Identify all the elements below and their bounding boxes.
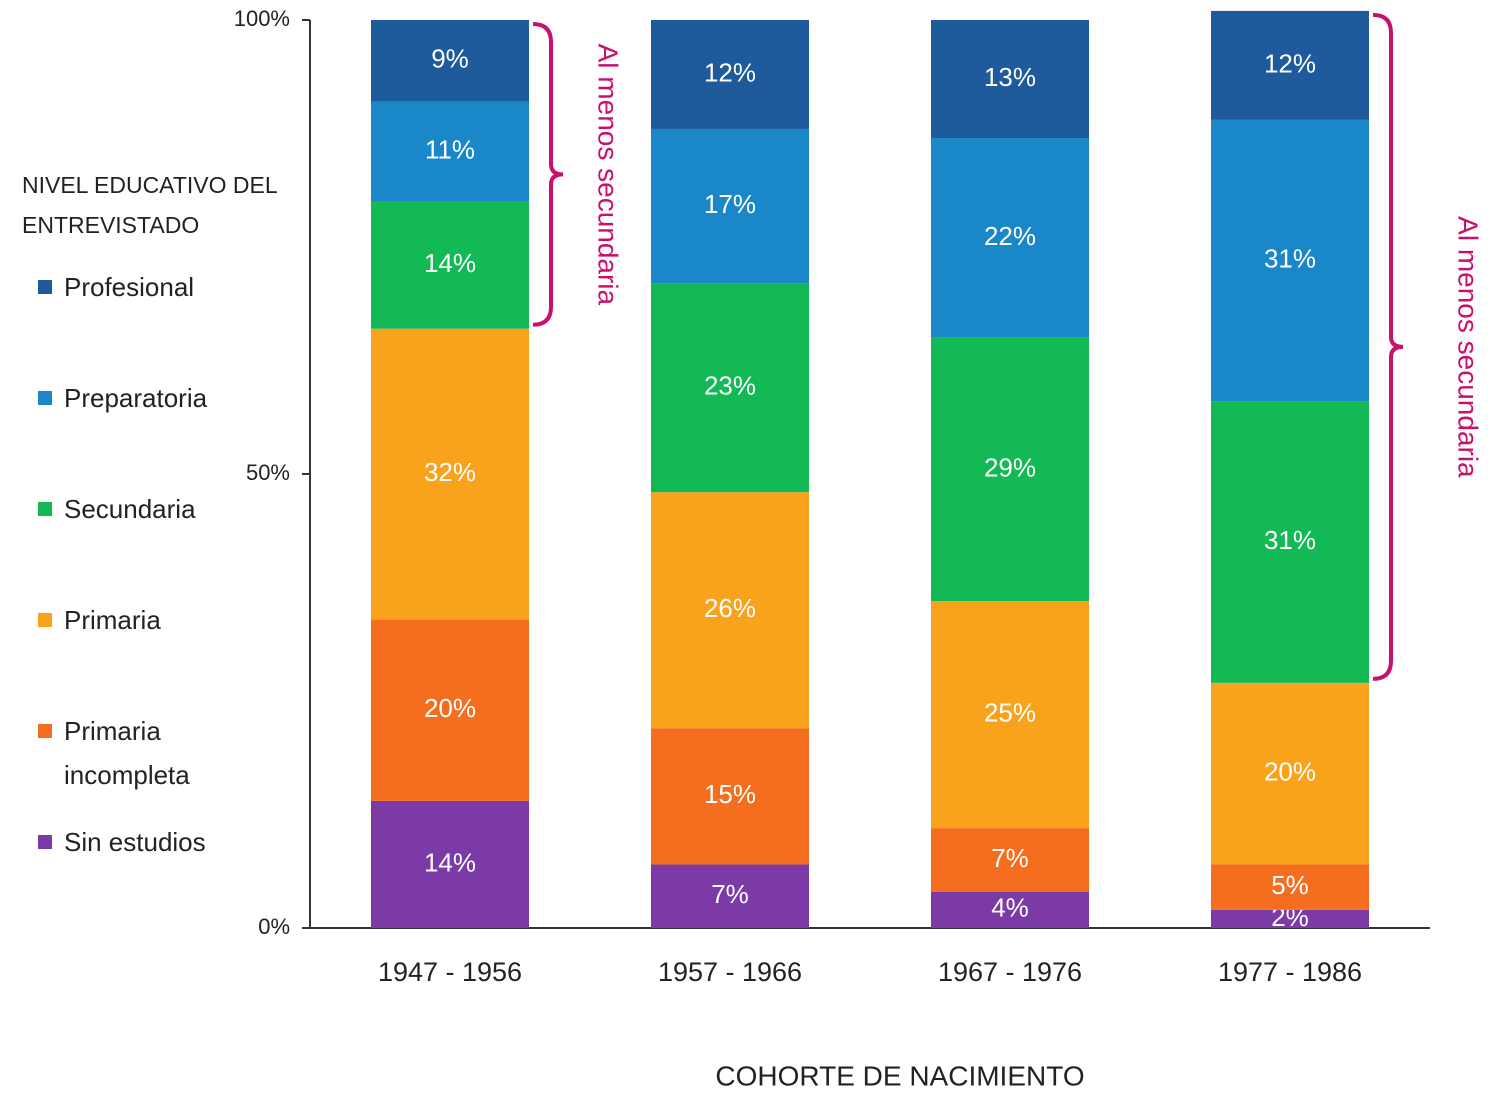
value-label: 23% [704,371,756,401]
bar-segment [371,619,529,801]
legend: NIVEL EDUCATIVO DEL ENTREVISTADO Profesi… [22,165,302,931]
annotation: Al menos secundaria [1453,216,1484,478]
bar-segment [371,800,529,928]
bar-segment [1211,401,1369,683]
bar-segment [931,828,1089,892]
value-label: 5% [1271,870,1309,900]
y-tick-label: 0% [258,914,290,939]
value-label: 26% [704,593,756,623]
x-tick-label: 1977 - 1986 [1218,957,1362,987]
value-label: 12% [704,57,756,87]
value-label: 20% [1264,757,1316,787]
legend-label: Sin estudios [64,827,206,857]
value-label: 4% [991,893,1029,923]
x-tick-label: 1947 - 1956 [378,957,522,987]
legend-swatch [38,724,52,738]
bar-segment [371,328,529,620]
bar-segment [931,337,1089,602]
value-label: 25% [984,697,1036,727]
x-axis-label: COHORTE DE NACIMIENTO [715,1060,1084,1091]
legend-item: Secundaria [22,487,302,598]
bar-segment [651,283,809,493]
value-label: 13% [984,62,1036,92]
bar-segment [1211,10,1369,120]
value-label: 15% [704,779,756,809]
bar-segment [651,864,809,928]
value-label: 12% [1264,48,1316,78]
bar-segment [651,20,809,129]
x-tick-label: 1957 - 1966 [658,957,802,987]
value-label: 20% [424,693,476,723]
bar-segment [371,20,529,102]
value-label: 7% [991,843,1029,873]
legend-item: Sin estudios [22,820,302,931]
legend-swatch [38,835,52,849]
brace [1372,12,1404,681]
legend-title: NIVEL EDUCATIVO DEL ENTREVISTADO [22,172,277,238]
bar-segment [1211,119,1369,402]
value-label: 22% [984,221,1036,251]
bar-segment [931,138,1089,338]
bar-segment [371,101,529,202]
value-label: 7% [711,879,749,909]
legend-swatch [38,280,52,294]
value-label: 9% [431,44,469,74]
value-label: 11% [425,135,475,165]
bar-segment [1211,682,1369,865]
bar-segment [651,128,809,284]
value-label: 14% [424,248,476,278]
value-label: 31% [1264,525,1316,555]
bar-segment [931,601,1089,829]
value-label: 32% [424,457,476,487]
bar-segment [931,20,1089,139]
value-label: 31% [1264,243,1316,273]
value-label: 14% [424,847,476,877]
x-tick-label: 1967 - 1976 [938,957,1082,987]
annotation: Al menos secundaria [593,44,624,306]
legend-swatch [38,502,52,516]
bar-segment [1211,909,1369,928]
legend-label: Primaria incompleta [64,716,190,790]
legend-swatch [38,391,52,405]
y-tick-label: 50% [246,460,290,485]
bar-segment [651,492,809,729]
legend-label: Primaria [64,605,161,635]
value-label: 17% [704,189,756,219]
legend-swatch [38,613,52,627]
legend-label: Secundaria [64,494,196,524]
legend-label: Profesional [64,272,195,302]
legend-item: Primaria [22,598,302,709]
legend-item: Profesional [22,265,302,376]
legend-item: Preparatoria [22,376,302,487]
value-label: 29% [984,452,1036,482]
bar-segment [371,201,529,329]
bar-segment [931,891,1089,928]
y-tick-label: 100% [234,6,290,31]
bar-segment [1211,864,1369,910]
bar-segment [651,728,809,865]
legend-label: Preparatoria [64,383,208,413]
brace [532,22,564,327]
legend-item: Primaria incompleta [22,709,302,820]
